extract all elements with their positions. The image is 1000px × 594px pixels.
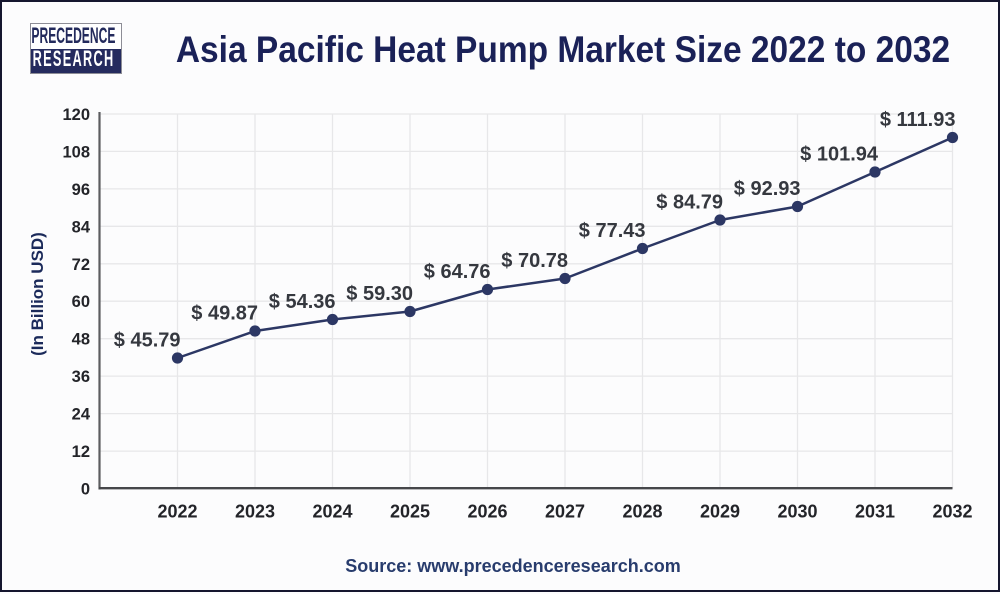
svg-text:$ 84.79: $ 84.79 — [656, 192, 723, 214]
svg-text:$ 45.79: $ 45.79 — [114, 330, 181, 352]
svg-text:2024: 2024 — [312, 502, 352, 522]
svg-text:12: 12 — [72, 443, 90, 461]
svg-text:$ 64.76: $ 64.76 — [424, 261, 491, 283]
svg-text:0: 0 — [81, 481, 90, 499]
svg-text:108: 108 — [62, 143, 90, 161]
svg-text:$ 92.93: $ 92.93 — [734, 178, 801, 200]
svg-text:$ 101.94: $ 101.94 — [800, 144, 879, 166]
svg-text:$ 77.43: $ 77.43 — [579, 220, 646, 242]
svg-text:2030: 2030 — [777, 502, 817, 522]
svg-text:2029: 2029 — [700, 502, 740, 522]
svg-text:96: 96 — [72, 181, 90, 199]
svg-text:36: 36 — [72, 368, 90, 386]
svg-text:2027: 2027 — [545, 502, 585, 522]
svg-text:2023: 2023 — [235, 502, 275, 522]
svg-text:48: 48 — [72, 331, 90, 349]
svg-text:$ 59.30: $ 59.30 — [346, 283, 413, 305]
svg-text:24: 24 — [72, 406, 91, 424]
svg-text:2028: 2028 — [622, 502, 662, 522]
svg-text:60: 60 — [72, 293, 90, 311]
svg-text:2031: 2031 — [855, 502, 895, 522]
svg-text:2032: 2032 — [932, 502, 972, 522]
svg-text:72: 72 — [72, 256, 90, 274]
svg-text:2025: 2025 — [390, 502, 430, 522]
svg-text:$ 54.36: $ 54.36 — [269, 291, 336, 313]
svg-text:$ 49.87: $ 49.87 — [191, 303, 258, 325]
svg-text:2022: 2022 — [157, 502, 197, 522]
svg-text:$ 111.93: $ 111.93 — [880, 109, 956, 131]
svg-text:$ 70.78: $ 70.78 — [501, 250, 568, 272]
svg-text:120: 120 — [62, 106, 90, 124]
svg-text:2026: 2026 — [467, 502, 507, 522]
svg-text:84: 84 — [72, 218, 91, 236]
